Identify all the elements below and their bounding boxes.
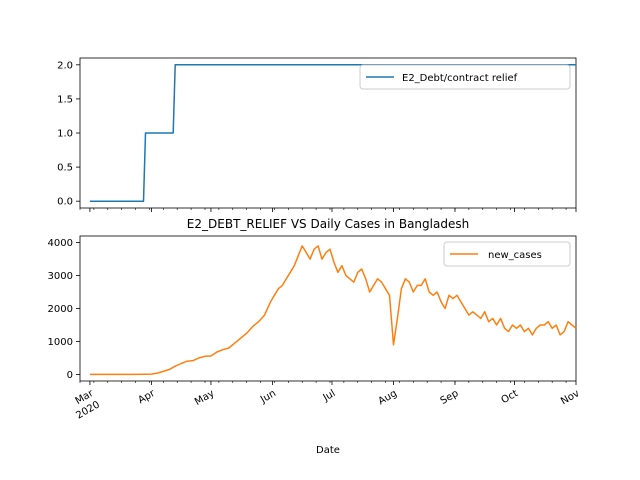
x-tick-label: Jun [258,388,278,406]
bottom-y-ticks: 0 1000 2000 3000 4000 [48,238,80,381]
x-tick-label: Nov [559,388,581,407]
top-series [89,64,576,202]
x-tick-label: Mar2020 [68,388,103,422]
bottom-legend: new_cases [443,241,571,267]
y-tick-label: 4000 [48,238,73,249]
top-legend-box [359,64,571,90]
y-tick-label: 0 [67,370,73,381]
top-x-ticks [79,208,577,212]
chart-title: E2_DEBT_RELIEF VS Daily Cases in Banglad… [187,217,469,231]
y-tick-label: 3000 [48,271,73,282]
y-tick-label: 2.0 [57,60,73,71]
y-tick-label: 2000 [48,304,73,315]
series-line-new-cases [89,245,577,376]
bottom-legend-box [443,241,571,267]
bottom-axes: E2_DEBT_RELIEF VS Daily Cases in Banglad… [48,217,582,456]
bottom-legend-label: new_cases [488,250,542,261]
bottom-series [89,245,577,376]
y-tick-label: 0.0 [57,197,73,208]
x-tick-label: May [193,388,216,408]
y-tick-label: 1.5 [57,94,73,105]
x-tick-label: Jul [321,388,338,404]
x-axis-label: Date [316,445,340,456]
x-tick-label: Apr [136,388,157,407]
top-legend-label: E2_Debt/contract relief [402,73,518,84]
bottom-x-ticks: Mar2020 Apr May Jun Jul Aug Sep Oct Nov [68,381,582,422]
y-tick-label: 1.0 [57,129,73,140]
top-legend: E2_Debt/contract relief [359,64,571,90]
top-axes: 0.0 0.5 1.0 1.5 2.0 E2_Debt/contract relief [57,57,577,212]
y-tick-label: 0.5 [57,163,73,174]
series-line-e2-debt-contract-relief [89,64,576,202]
x-tick-label: Aug [377,388,399,407]
y-tick-label: 1000 [48,337,73,348]
top-y-ticks: 0.0 0.5 1.0 1.5 2.0 [57,60,80,208]
x-tick-label: Oct [500,388,521,406]
x-tick-label: Sep [439,388,461,407]
